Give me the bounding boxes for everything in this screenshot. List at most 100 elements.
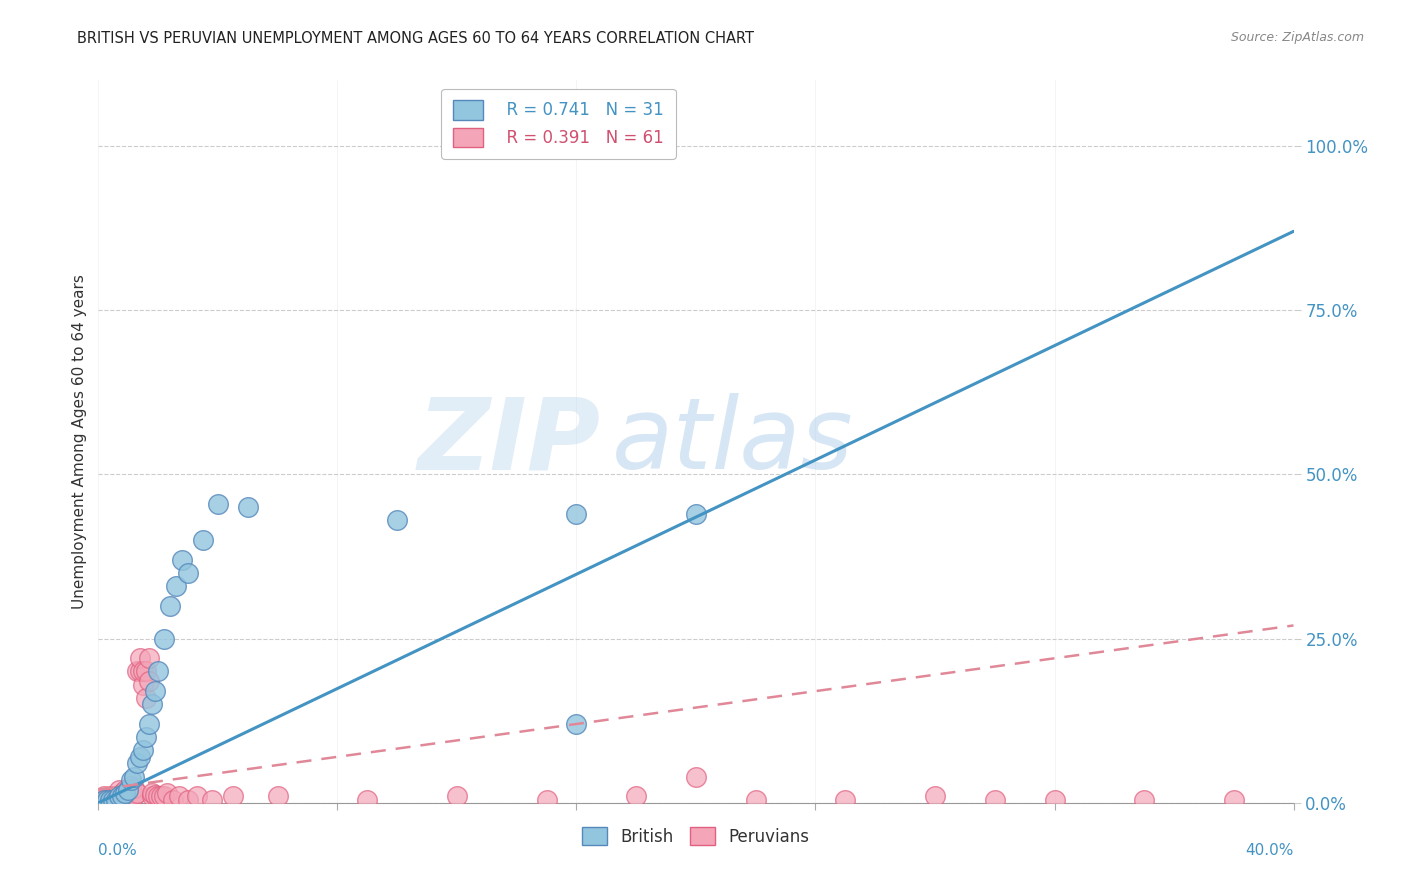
Point	[105, 789, 128, 804]
Point	[191, 533, 214, 547]
Point	[143, 684, 166, 698]
Point	[114, 782, 136, 797]
Point	[103, 789, 125, 804]
Point	[120, 780, 142, 794]
Point	[167, 789, 190, 804]
Point	[201, 792, 224, 806]
Point	[96, 792, 118, 806]
Point	[141, 698, 163, 712]
Point	[150, 789, 173, 804]
Point	[141, 786, 163, 800]
Point	[124, 770, 146, 784]
Point	[127, 786, 149, 800]
Point	[111, 790, 134, 805]
Text: atlas: atlas	[613, 393, 853, 490]
Point	[162, 792, 184, 806]
Point	[236, 500, 259, 515]
Point	[127, 756, 149, 771]
Point	[685, 507, 707, 521]
Point	[138, 717, 160, 731]
Point	[1133, 792, 1156, 806]
Point	[165, 579, 187, 593]
Point	[177, 566, 200, 580]
Point	[135, 690, 157, 705]
Text: 0.0%: 0.0%	[98, 843, 138, 857]
Point	[148, 665, 170, 679]
Point	[565, 717, 588, 731]
Point	[186, 789, 208, 804]
Point	[111, 789, 134, 804]
Point	[111, 786, 134, 800]
Point	[117, 782, 139, 797]
Point	[153, 789, 176, 804]
Point	[120, 789, 142, 804]
Point	[124, 789, 146, 804]
Point	[138, 651, 160, 665]
Point	[446, 789, 468, 804]
Point	[103, 790, 125, 805]
Point	[565, 507, 588, 521]
Point	[96, 790, 118, 805]
Point	[93, 792, 115, 806]
Point	[103, 792, 125, 806]
Point	[148, 789, 170, 804]
Point	[536, 792, 558, 806]
Point	[132, 677, 155, 691]
Point	[356, 792, 378, 806]
Point	[117, 789, 139, 804]
Point	[138, 674, 160, 689]
Point	[90, 792, 112, 806]
Point	[132, 665, 155, 679]
Point	[385, 513, 409, 527]
Point	[105, 792, 128, 806]
Point	[141, 789, 163, 804]
Point	[129, 651, 152, 665]
Point	[685, 770, 707, 784]
Text: Source: ZipAtlas.com: Source: ZipAtlas.com	[1230, 31, 1364, 45]
Point	[93, 792, 115, 806]
Point	[108, 789, 131, 804]
Point	[98, 789, 122, 804]
Point	[156, 786, 179, 800]
Text: BRITISH VS PERUVIAN UNEMPLOYMENT AMONG AGES 60 TO 64 YEARS CORRELATION CHART: BRITISH VS PERUVIAN UNEMPLOYMENT AMONG A…	[77, 31, 755, 46]
Point	[222, 789, 245, 804]
Legend: British, Peruvians: British, Peruvians	[575, 821, 817, 852]
Point	[108, 792, 131, 806]
Point	[127, 665, 149, 679]
Point	[267, 789, 290, 804]
Point	[129, 749, 152, 764]
Point	[834, 792, 856, 806]
Point	[108, 782, 131, 797]
Point	[114, 786, 136, 800]
Point	[172, 553, 194, 567]
Point	[135, 730, 157, 744]
Point	[745, 792, 768, 806]
Point	[626, 789, 648, 804]
Point	[93, 789, 115, 804]
Text: 40.0%: 40.0%	[1246, 843, 1294, 857]
Point	[177, 792, 200, 806]
Point	[96, 792, 118, 806]
Point	[108, 789, 131, 804]
Point	[984, 792, 1007, 806]
Point	[114, 789, 136, 804]
Point	[1043, 792, 1066, 806]
Point	[924, 789, 946, 804]
Point	[105, 792, 128, 806]
Point	[124, 781, 146, 796]
Point	[129, 665, 152, 679]
Point	[159, 599, 181, 613]
Point	[132, 743, 155, 757]
Point	[1223, 792, 1246, 806]
Text: ZIP: ZIP	[418, 393, 600, 490]
Point	[143, 788, 166, 802]
Y-axis label: Unemployment Among Ages 60 to 64 years: Unemployment Among Ages 60 to 64 years	[72, 274, 87, 609]
Point	[135, 665, 157, 679]
Point	[103, 792, 125, 806]
Point	[98, 792, 122, 806]
Point	[153, 632, 176, 646]
Point	[98, 792, 122, 806]
Point	[117, 782, 139, 797]
Point	[207, 497, 229, 511]
Point	[120, 772, 142, 787]
